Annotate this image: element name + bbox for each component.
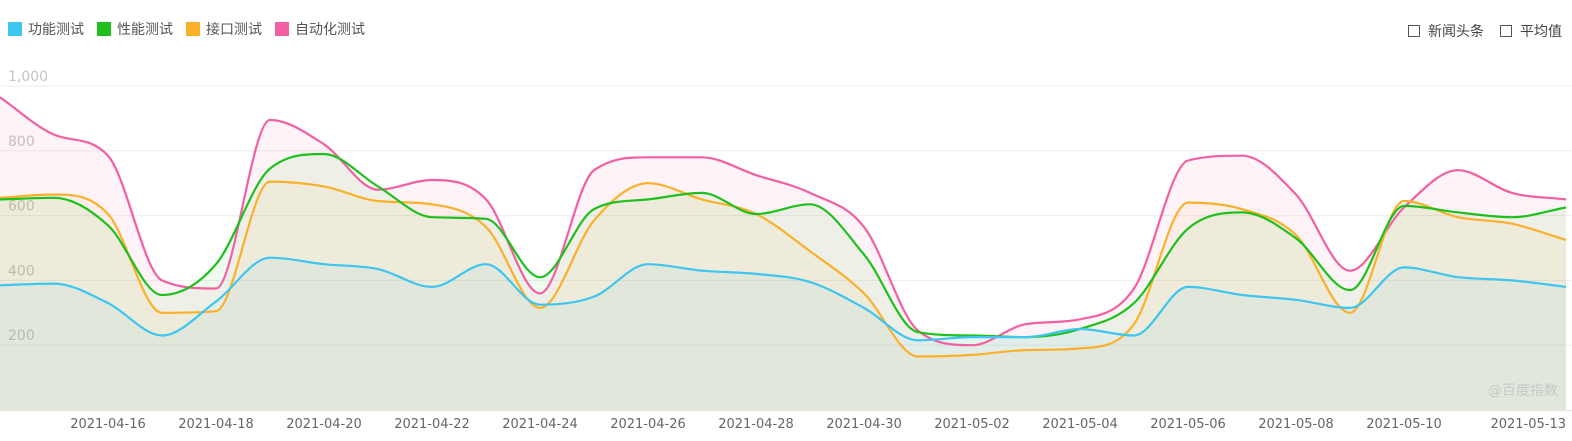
legend-item-functional[interactable]: 功能测试 — [8, 19, 84, 39]
legend-label-performance: 性能测试 — [117, 22, 173, 38]
legend-swatch-interface — [186, 22, 200, 36]
y-tick-label-400: 400 — [8, 263, 35, 279]
x-tick-label-2021-05-08: 2021-05-08 — [1258, 417, 1334, 432]
legend-swatch-functional — [8, 22, 22, 36]
x-tick-label-2021-04-18: 2021-04-18 — [178, 417, 254, 432]
legend-label-interface: 接口测试 — [206, 22, 262, 38]
area-performance — [0, 154, 1566, 410]
news-headlines-toggle[interactable]: 新闻头条 — [1408, 21, 1484, 41]
legend-item-automation[interactable]: 自动化测试 — [275, 19, 365, 39]
x-tick-label-2021-04-20: 2021-04-20 — [286, 417, 362, 432]
legend-item-performance[interactable]: 性能测试 — [97, 19, 173, 39]
series-line-automation — [0, 96, 1567, 347]
area-interface — [0, 181, 1566, 410]
y-tick-label-800: 800 — [8, 134, 35, 150]
chart-legend: 功能测试 性能测试 接口测试 自动化测试 — [8, 19, 378, 39]
area-automation — [0, 97, 1566, 411]
y-tick-label-200: 200 — [8, 328, 35, 344]
legend-label-automation: 自动化测试 — [295, 22, 365, 38]
x-tick-label-2021-05-02: 2021-05-02 — [934, 417, 1010, 432]
chart-toggles: 新闻头条 平均值 — [1392, 21, 1562, 41]
news-headlines-label: 新闻头条 — [1428, 24, 1484, 40]
legend-label-functional: 功能测试 — [28, 22, 84, 38]
series-line-interface — [0, 180, 1567, 358]
legend-item-interface[interactable]: 接口测试 — [186, 19, 262, 39]
x-tick-label-2021-05-10: 2021-05-10 — [1366, 417, 1442, 432]
x-tick-label-2021-05-06: 2021-05-06 — [1150, 417, 1226, 432]
average-toggle[interactable]: 平均值 — [1500, 21, 1562, 41]
legend-swatch-performance — [97, 22, 111, 36]
watermark: @百度指数 — [1488, 383, 1558, 399]
y-tick-label-1000: 1,000 — [8, 69, 48, 85]
x-tick-label-2021-04-26: 2021-04-26 — [610, 417, 686, 432]
x-tick-label-2021-05-04: 2021-05-04 — [1042, 417, 1118, 432]
legend-swatch-automation — [275, 22, 289, 36]
x-tick-label-2021-04-30: 2021-04-30 — [826, 417, 902, 432]
series-line-performance — [0, 152, 1567, 339]
news-headlines-checkbox[interactable] — [1408, 25, 1420, 37]
average-label: 平均值 — [1520, 24, 1562, 40]
x-tick-label-2021-04-24: 2021-04-24 — [502, 417, 578, 432]
x-tick-label-2021-04-28: 2021-04-28 — [718, 417, 794, 432]
x-tick-label-2021-04-22: 2021-04-22 — [394, 417, 470, 432]
x-tick-label-2021-04-16: 2021-04-16 — [70, 417, 146, 432]
average-checkbox[interactable] — [1500, 25, 1512, 37]
series-line-functional — [0, 256, 1567, 342]
x-tick-label-2021-05-13: 2021-05-13 — [1490, 417, 1566, 432]
y-tick-label-600: 600 — [8, 199, 35, 215]
